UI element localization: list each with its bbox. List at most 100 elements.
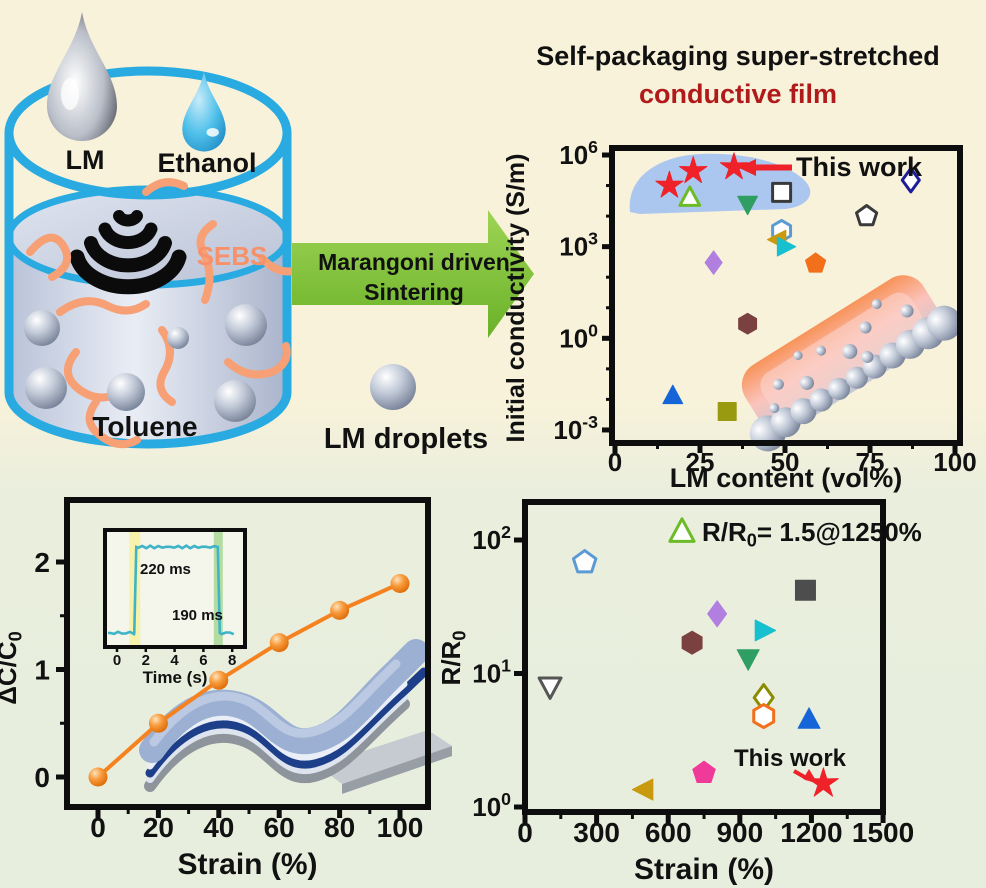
marker-open-black-square [771,181,793,203]
x-tick-label: 900 [716,817,763,848]
inset-x-tick-label: 8 [228,652,236,669]
data-point-sphere [390,574,410,593]
axis-ticks [514,537,886,823]
x-tick-label: 0 [90,812,106,843]
marker-open-green-triangle [678,185,702,207]
marker-open-blue-pentagon [571,549,598,574]
marker-cyan-right-triangle [776,236,797,257]
process-arrow-shape [292,210,534,338]
ethanol-droplet [182,71,226,152]
toluene-label: Toluene [92,411,198,442]
x-tick-label: 80 [324,812,355,843]
marker-olive-square [717,402,737,422]
marker-green-down-triangle [737,195,758,216]
marker-open-orange-hexagon [752,703,776,730]
data-point-sphere [209,670,229,690]
marker-cyan-right-triangle [754,619,777,642]
inset-x-tick-label: 2 [142,652,150,669]
marker-open-black-pentagon [855,203,879,227]
ethanol-label: Ethanol [157,148,257,178]
conductivity-scatter-plot: 0 25 50 75 100 106 103 100 10-3 LM content (vol%)… [502,137,977,493]
marker-green-down-triangle [736,649,760,671]
marker-purple-diamond [707,600,728,628]
x-tick-label: 0 [517,817,533,848]
scatter-points [537,549,839,801]
resistance-strain-plot: 0 300 600 900 1200 1500 100 101 102 Strain (%) R/R… [436,499,922,886]
log-tick-label: 102 [472,522,511,555]
y-tick-label: 0 [34,762,50,793]
this-work-label: This work [734,745,847,772]
x-tick-label: 100 [377,812,424,843]
wavy-film-illustration [139,639,452,794]
inset-x-axis-label: Time (s) [143,668,208,687]
pulse-trace [107,544,235,637]
page-title-line2: conductive film [638,79,838,109]
marker-open-navy-diamond [900,166,921,194]
y-axis-label: ΔC/C0 [0,631,26,705]
data-point-sphere [88,767,108,787]
log-tick-label: 101 [472,656,511,689]
log-tick-label: 100 [472,789,511,822]
y-tick-label: 1 [34,655,50,686]
x-tick-label: 300 [573,817,620,848]
y-axis-label: R/R0 [436,631,470,686]
fall-time-label: 190 ms [172,607,223,624]
arrow-head [738,159,756,176]
inset-x-tick-label: 4 [170,652,179,669]
sebs-chains [26,178,302,449]
marker-blue-triangle [662,384,684,405]
legend: R/R0= 1.5@1250% [668,517,922,551]
x-tick-label: 25 [686,447,715,477]
marker-brown-hexagon [738,312,758,335]
beaker [4,66,302,449]
log-tick-label: 100 [559,320,598,353]
this-work-label: This work [796,152,923,182]
log-tick-label: 103 [559,229,598,262]
arrow-head [803,769,818,784]
marker-this-work-star-3 [719,152,749,180]
x-tick-label: 75 [856,447,885,477]
conductive-film-illustration [741,275,962,452]
inset-x-tick-label: 0 [113,652,121,669]
legend-marker [668,517,696,543]
axis-ticks [602,152,958,453]
response-time-inset: 220 ms 190 ms 0 2 4 6 8 Time (s) [103,528,247,687]
x-tick-label: 1200 [780,817,842,848]
marker-pink-pentagon [692,760,716,783]
marker-brown-hexagon [681,630,703,655]
lm-droplet [47,12,117,141]
x-tick-label: 100 [933,447,976,477]
x-tick-label: 1500 [852,817,914,848]
scatter-points [655,152,921,422]
lm-label: LM [65,145,105,175]
capacitance-line [96,581,401,779]
lm-droplets-label: LM droplets [323,423,489,455]
arrow-label-line1: Marangoni driven [318,249,510,275]
legend-text: R/R0= 1.5@1250% [702,517,922,551]
log-tick-label: 106 [559,137,598,170]
beaker-outline [4,133,292,449]
rise-time-label: 220 ms [140,561,191,578]
marker-gold-left-triangle [631,778,654,801]
marker-purple-diamond [704,250,723,275]
data-point-sphere [269,633,289,653]
x-axis-label: Strain (%) [634,853,774,886]
data-point-sphere [330,600,350,620]
data-point-sphere [148,713,168,733]
this-work-annotation: This work [734,745,847,784]
x-tick-label: 40 [203,812,234,843]
axis-ticks [56,559,403,818]
marker-open-gray-down-triangle [537,676,563,700]
x-tick-label: 50 [771,447,800,477]
marker-this-work-star-1 [655,170,684,198]
lm-spheres-in-beaker [24,304,267,422]
log-tick-label: 10-3 [553,412,598,445]
page-title-line1: Self-packaging super-stretched [536,41,940,71]
inset-x-tick-label: 6 [199,652,207,669]
sebs-label: SEBS [196,241,268,271]
x-tick-label: 60 [264,812,295,843]
x-axis-label: Strain (%) [177,848,317,881]
x-axis-label: LM content (vol%) [670,463,902,493]
